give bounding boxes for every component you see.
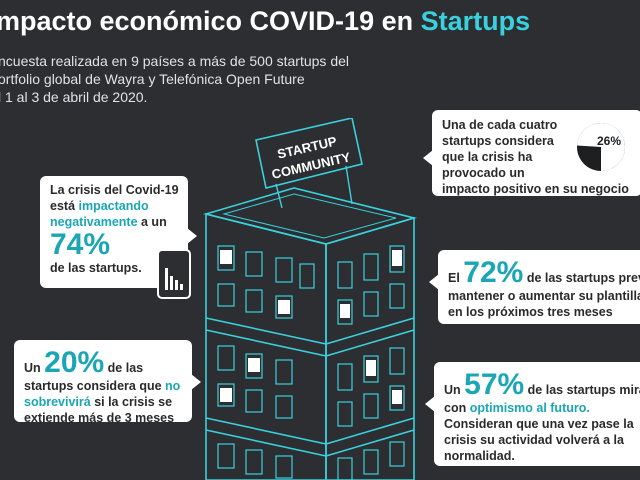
infographic-title: mpacto económico COVID-19 en Startups bbox=[0, 6, 530, 37]
optimism-card: Un 57% de las startups mira con optimism… bbox=[425, 362, 640, 466]
percent-pie-chart: 26% bbox=[577, 123, 625, 171]
highlight-text: negativamente bbox=[50, 215, 138, 229]
card-line: mantener o aumentar su plantilla bbox=[448, 289, 640, 303]
card-line: impacto positivo en su negocio bbox=[442, 182, 629, 196]
card-line: que la crisis ha bbox=[442, 150, 533, 164]
card-line: startups considera bbox=[442, 134, 554, 148]
survival-card: Un 20% de las startups considera que no … bbox=[14, 340, 201, 425]
intro-line: ortfolio global de Wayra y Telefónica Op… bbox=[0, 71, 305, 87]
pie-slice bbox=[577, 123, 625, 171]
card-text: de las startups prevé bbox=[523, 271, 640, 285]
card-text: de las startups mira bbox=[524, 383, 640, 397]
card-text: con bbox=[444, 401, 470, 415]
card-text: si la crisis se bbox=[90, 395, 173, 409]
intro-line: ncuesta realizada en 9 países a más de 5… bbox=[0, 53, 349, 69]
callout-pointer bbox=[187, 228, 197, 244]
highlight-text: no bbox=[165, 379, 181, 393]
title-accent: Startups bbox=[420, 6, 531, 36]
card-line: Una de cada cuatro bbox=[442, 118, 558, 132]
callout-pointer bbox=[425, 396, 435, 412]
big-percent: 72% bbox=[463, 256, 524, 289]
callout-pointer bbox=[423, 150, 433, 166]
card-line: La crisis del Covid-19 bbox=[50, 183, 179, 197]
card-line: extiende más de 3 meses bbox=[24, 411, 175, 425]
pie-percent-label: 26% bbox=[597, 134, 621, 148]
card-text: startups considera que bbox=[24, 379, 166, 393]
intro-text: ncuesta realizada en 9 países a más de 5… bbox=[0, 52, 398, 106]
card-line: crisis su actividad volverá a la bbox=[444, 433, 624, 447]
phone-chart-icon bbox=[157, 249, 191, 299]
callout-pointer bbox=[429, 274, 439, 290]
card-line: normalidad. bbox=[444, 449, 515, 463]
big-percent: 74% bbox=[50, 228, 111, 261]
highlight-text: sobrevivirá bbox=[24, 395, 91, 409]
big-percent: 20% bbox=[44, 346, 105, 379]
card-text: a un bbox=[137, 215, 167, 229]
big-percent: 57% bbox=[464, 368, 525, 401]
highlight-text: impactando bbox=[78, 199, 149, 213]
card-text: Un bbox=[24, 361, 45, 375]
card-line: de las startups. bbox=[50, 261, 142, 275]
card-line: provocado un bbox=[442, 166, 525, 180]
title-text: mpacto económico COVID-19 en bbox=[0, 6, 421, 36]
highlight-text: optimismo al futuro. bbox=[469, 401, 590, 415]
building-illustration: STARTUP COMMUNITY bbox=[202, 118, 418, 480]
card-text: está bbox=[50, 199, 79, 213]
card-line: Consideran que una vez pase la bbox=[444, 417, 634, 431]
intro-line: l 1 al 3 de abril de 2020. bbox=[0, 89, 148, 105]
callout-pointer bbox=[191, 374, 201, 390]
card-text: El bbox=[448, 271, 464, 285]
card-text: Un bbox=[444, 383, 465, 397]
card-text: de las bbox=[104, 361, 144, 375]
card-line: en los próximos tres meses bbox=[448, 305, 613, 319]
workforce-card: El 72% de las startups prevé mantener o … bbox=[429, 250, 640, 324]
